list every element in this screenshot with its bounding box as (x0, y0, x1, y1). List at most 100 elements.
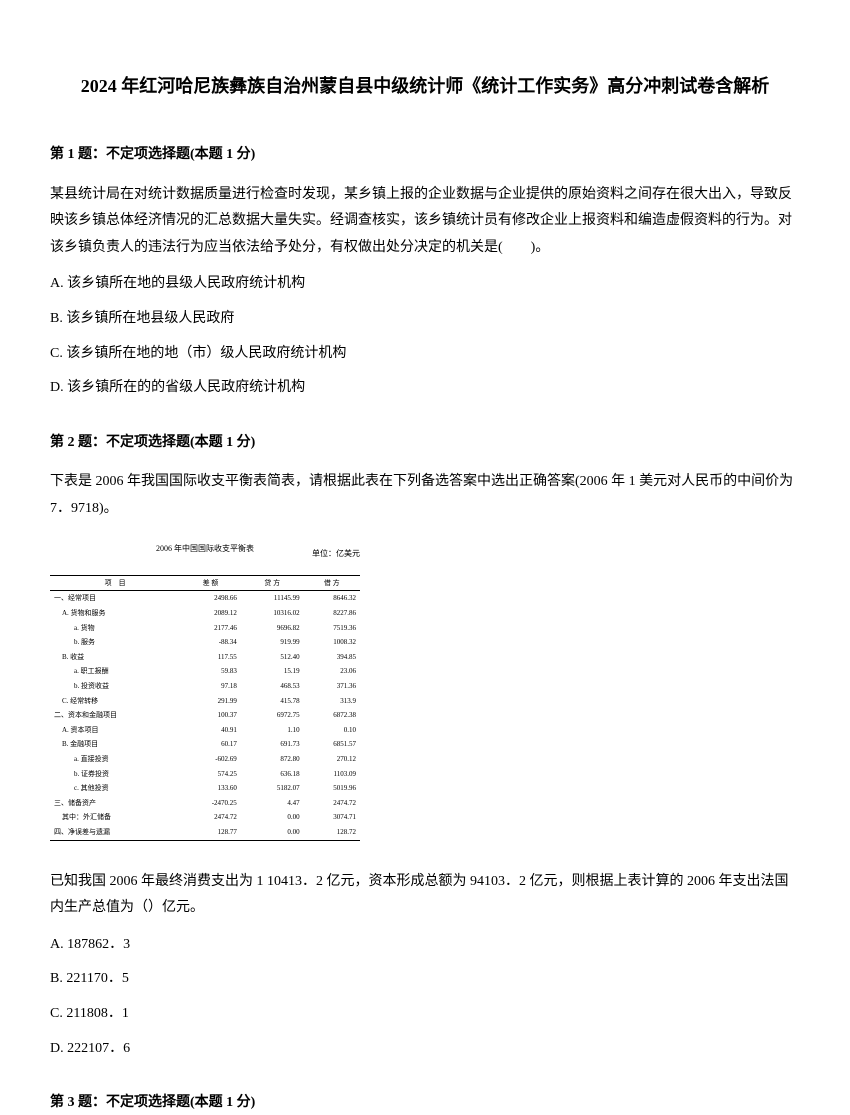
table-row: B. 收益117.55512.40394.85 (50, 650, 360, 665)
cell-label: C. 经常转移 (50, 694, 180, 709)
cell-debit: 23.06 (304, 664, 360, 679)
cell-label: b. 证券投资 (50, 767, 180, 782)
cell-debit: 7519.36 (304, 621, 360, 636)
cell-debit: 8227.86 (304, 606, 360, 621)
cell-label: a. 货物 (50, 621, 180, 636)
bop-table: 项 目 差 额 贷 方 借 方 一、经常项目2498.6611145.99864… (50, 575, 360, 841)
cell-debit: 371.36 (304, 679, 360, 694)
page-title: 2024 年红河哈尼族彝族自治州蒙自县中级统计师《统计工作实务》高分冲刺试卷含解… (50, 70, 800, 102)
cell-credit: 10316.02 (241, 606, 304, 621)
q2-option-b: B. 221170．5 (50, 966, 800, 993)
table-row: 其中：外汇储备2474.720.003074.71 (50, 810, 360, 825)
cell-debit: 270.12 (304, 752, 360, 767)
cell-credit: 11145.99 (241, 591, 304, 606)
table-row: A. 资本项目40.911.100.10 (50, 723, 360, 738)
cell-credit: 6972.75 (241, 708, 304, 723)
table-row: C. 经常转移291.99415.78313.9 (50, 694, 360, 709)
q1-option-a: A. 该乡镇所在地的县级人民政府统计机构 (50, 271, 800, 298)
cell-diff: 100.37 (180, 708, 241, 723)
q2-table-section: 2006 年中国国际收支平衡表 单位：亿美元 项 目 差 额 贷 方 借 方 一… (50, 542, 800, 840)
cell-diff: 59.83 (180, 664, 241, 679)
cell-label: 二、资本和金融项目 (50, 708, 180, 723)
table-row: c. 其他投资133.605182.075019.96 (50, 781, 360, 796)
cell-credit: 15.19 (241, 664, 304, 679)
cell-debit: 5019.96 (304, 781, 360, 796)
q2-body: 下表是 2006 年我国国际收支平衡表简表，请根据此表在下列备选答案中选出正确答… (50, 469, 800, 522)
table-row: a. 货物2177.469696.827519.36 (50, 621, 360, 636)
cell-credit: 468.53 (241, 679, 304, 694)
cell-credit: 0.00 (241, 810, 304, 825)
cell-debit: 128.72 (304, 825, 360, 840)
table-row: a. 直接投资-602.69872.80270.12 (50, 752, 360, 767)
cell-credit: 415.78 (241, 694, 304, 709)
cell-label: 三、储备资产 (50, 796, 180, 811)
cell-label: A. 资本项目 (50, 723, 180, 738)
cell-label: B. 收益 (50, 650, 180, 665)
table-row: 三、储备资产-2470.254.472474.72 (50, 796, 360, 811)
cell-label: 四、净误差与遗漏 (50, 825, 180, 840)
cell-diff: 574.25 (180, 767, 241, 782)
cell-label: A. 货物和服务 (50, 606, 180, 621)
cell-diff: 128.77 (180, 825, 241, 840)
cell-credit: 691.73 (241, 737, 304, 752)
cell-debit: 8646.32 (304, 591, 360, 606)
cell-label: a. 职工报酬 (50, 664, 180, 679)
cell-debit: 3074.71 (304, 810, 360, 825)
table-row: b. 证券投资574.25636.181103.09 (50, 767, 360, 782)
cell-debit: 313.9 (304, 694, 360, 709)
q1-option-c: C. 该乡镇所在地的地（市）级人民政府统计机构 (50, 341, 800, 368)
table-unit: 单位：亿美元 (50, 547, 360, 561)
cell-label: b. 投资收益 (50, 679, 180, 694)
th-item: 项 目 (50, 575, 180, 591)
q3-header: 第 3 题：不定项选择题(本题 1 分) (50, 1090, 800, 1115)
cell-label: b. 服务 (50, 635, 180, 650)
th-credit: 贷 方 (241, 575, 304, 591)
cell-diff: 2474.72 (180, 810, 241, 825)
cell-diff: -602.69 (180, 752, 241, 767)
q2-option-a: A. 187862．3 (50, 932, 800, 959)
cell-credit: 512.40 (241, 650, 304, 665)
table-row: A. 货物和服务2089.1210316.028227.86 (50, 606, 360, 621)
cell-debit: 0.10 (304, 723, 360, 738)
cell-debit: 2474.72 (304, 796, 360, 811)
cell-credit: 919.99 (241, 635, 304, 650)
cell-credit: 5182.07 (241, 781, 304, 796)
cell-debit: 1008.32 (304, 635, 360, 650)
cell-label: 其中：外汇储备 (50, 810, 180, 825)
cell-debit: 1103.09 (304, 767, 360, 782)
cell-credit: 1.10 (241, 723, 304, 738)
cell-debit: 394.85 (304, 650, 360, 665)
table-row: 四、净误差与遗漏128.770.00128.72 (50, 825, 360, 840)
cell-diff: 2498.66 (180, 591, 241, 606)
cell-label: B. 金融项目 (50, 737, 180, 752)
cell-diff: 2177.46 (180, 621, 241, 636)
cell-diff: -2470.25 (180, 796, 241, 811)
table-row: b. 投资收益97.18468.53371.36 (50, 679, 360, 694)
cell-diff: 97.18 (180, 679, 241, 694)
q1-option-d: D. 该乡镇所在的的省级人民政府统计机构 (50, 375, 800, 402)
th-diff: 差 额 (180, 575, 241, 591)
cell-label: c. 其他投资 (50, 781, 180, 796)
cell-credit: 4.47 (241, 796, 304, 811)
cell-credit: 0.00 (241, 825, 304, 840)
q1-body: 某县统计局在对统计数据质量进行检查时发现，某乡镇上报的企业数据与企业提供的原始资… (50, 182, 800, 262)
th-debit: 借 方 (304, 575, 360, 591)
q2-header: 第 2 题：不定项选择题(本题 1 分) (50, 430, 800, 455)
cell-diff: 291.99 (180, 694, 241, 709)
cell-label: a. 直接投资 (50, 752, 180, 767)
table-row: b. 服务-88.34919.991008.32 (50, 635, 360, 650)
cell-credit: 872.80 (241, 752, 304, 767)
q2-option-d: D. 222107．6 (50, 1036, 800, 1063)
q1-header: 第 1 题：不定项选择题(本题 1 分) (50, 142, 800, 167)
cell-diff: 117.55 (180, 650, 241, 665)
cell-debit: 6872.38 (304, 708, 360, 723)
cell-debit: 6851.57 (304, 737, 360, 752)
cell-diff: 40.91 (180, 723, 241, 738)
table-row: a. 职工报酬59.8315.1923.06 (50, 664, 360, 679)
cell-credit: 636.18 (241, 767, 304, 782)
q2-body2: 已知我国 2006 年最终消费支出为 1 10413．2 亿元，资本形成总额为 … (50, 869, 800, 922)
q2-option-c: C. 211808．1 (50, 1001, 800, 1028)
cell-diff: -88.34 (180, 635, 241, 650)
cell-diff: 60.17 (180, 737, 241, 752)
cell-diff: 133.60 (180, 781, 241, 796)
